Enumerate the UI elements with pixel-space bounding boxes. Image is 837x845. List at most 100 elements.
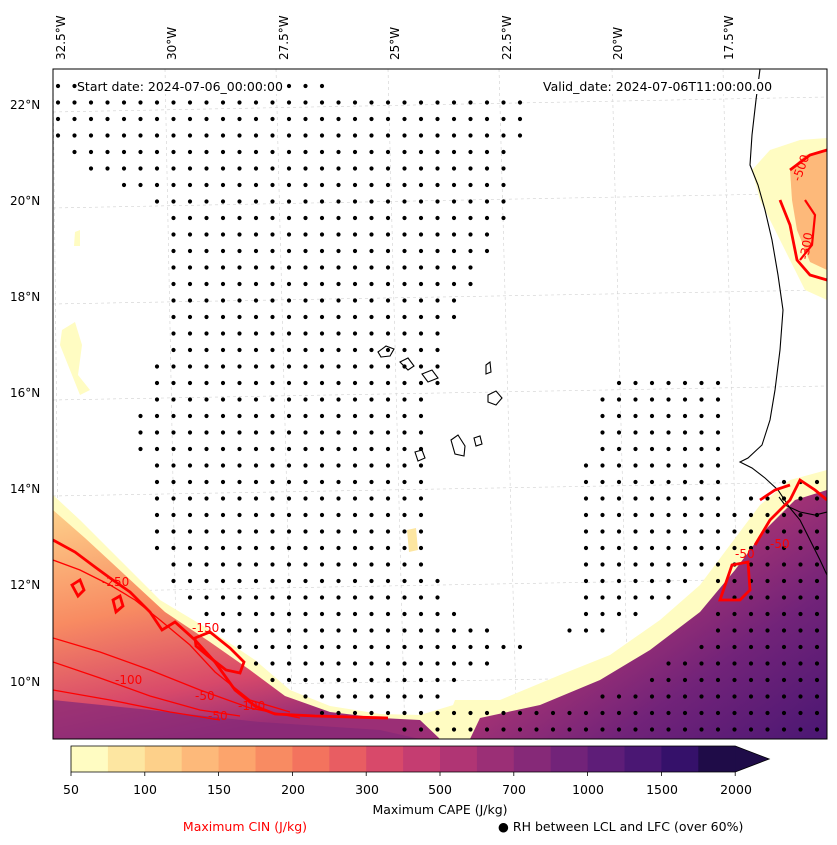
cin-label: -50 [735, 547, 755, 561]
rh-stipple-dot [451, 199, 457, 204]
rh-stipple-dot [154, 545, 160, 551]
rh-stipple-dot [402, 512, 407, 518]
rh-stipple-dot [253, 496, 259, 501]
rh-stipple-dot [435, 644, 440, 650]
rh-stipple-dot [204, 463, 209, 468]
rh-stipple-dot [435, 331, 440, 336]
map-frame [52, 68, 828, 740]
rh-stipple-dot [352, 512, 358, 518]
rh-stipple-dot [352, 133, 358, 138]
rh-stipple-dot [204, 331, 209, 336]
rh-stipple-dot [699, 677, 704, 683]
rh-stipple-dot [187, 496, 193, 501]
rh-stipple-dot [352, 446, 358, 452]
rh-stipple-dot [418, 298, 424, 303]
rh-stipple-dot [171, 182, 176, 188]
rh-stipple-dot [699, 512, 704, 518]
rh-stipple-dot [336, 133, 341, 138]
colorbar-segment [255, 746, 293, 772]
rh-stipple-dot [220, 562, 226, 567]
rh-stipple-dot [270, 199, 275, 204]
rh-stipple-dot [319, 100, 325, 105]
rh-stipple-dot [171, 199, 176, 204]
rh-stipple-dot [204, 430, 209, 435]
rh-stipple-dot [484, 100, 490, 105]
rh-stipple-dot [319, 199, 325, 204]
rh-stipple-dot [220, 100, 226, 105]
rh-stipple-dot [451, 166, 457, 171]
rh-stipple-dot [336, 413, 341, 419]
rh-stipple-dot [204, 364, 209, 369]
rh-stipple-dot [237, 562, 242, 567]
rh-stipple-dot [286, 446, 292, 452]
rh-stipple-dot [814, 562, 820, 567]
rh-stipple-dot [303, 512, 308, 518]
rh-stipple-dot [418, 232, 424, 237]
colorbar-segment [550, 746, 589, 772]
rh-stipple-dot [418, 611, 424, 617]
rh-stipple-dot [253, 347, 259, 353]
rh-stipple-dot [154, 529, 160, 534]
rh-stipple-dot [765, 611, 770, 617]
rh-stipple-dot [468, 182, 473, 188]
rh-stipple-dot [171, 265, 176, 270]
rh-stipple-dot [187, 545, 193, 551]
rh-stipple-dot [220, 512, 226, 518]
colorbar-tick-label: 200 [281, 782, 305, 797]
rh-stipple-dot [286, 331, 292, 336]
rh-stipple-dot [385, 397, 391, 402]
rh-stipple-layer [55, 83, 820, 732]
rh-stipple-dot [369, 116, 374, 122]
rh-stipple-dot [187, 133, 193, 138]
rh-stipple-dot [303, 232, 308, 237]
rh-stipple-dot [781, 578, 787, 584]
rh-stipple-dot [352, 529, 358, 534]
rh-stipple-dot [220, 215, 226, 221]
rh-stipple-dot [600, 545, 605, 551]
rh-stipple-dot [352, 232, 358, 237]
rh-stipple-dot [204, 248, 209, 254]
rh-stipple-dot [369, 314, 374, 320]
rh-stipple-dot [385, 149, 391, 155]
rh-stipple-dot [616, 578, 622, 584]
rh-stipple-dot [781, 694, 787, 699]
rh-stipple-dot [154, 364, 160, 369]
rh-stipple-dot [748, 661, 754, 666]
rh-stipple-dot [319, 479, 325, 485]
rh-stipple-dot [600, 727, 605, 732]
rh-stipple-dot [616, 446, 622, 452]
rh-stipple-dot [220, 413, 226, 419]
rh-stipple-dot [765, 545, 770, 551]
rh-stipple-dot [319, 512, 325, 518]
rh-stipple-dot [352, 182, 358, 188]
rh-stipple-dot [319, 644, 325, 650]
rh-stipple-dot [253, 232, 259, 237]
rh-stipple-dot [171, 364, 176, 369]
rh-stipple-dot [204, 512, 209, 518]
rh-stipple-dot [649, 413, 655, 419]
rh-stipple-dot [501, 644, 506, 650]
rh-stipple-dot [319, 430, 325, 435]
rh-stipple-dot [732, 611, 737, 617]
rh-stipple-dot [484, 133, 490, 138]
rh-stipple-dot [369, 529, 374, 534]
rh-stipple-dot [253, 479, 259, 485]
rh-stipple-dot [666, 661, 671, 666]
rh-stipple-dot [286, 149, 292, 155]
rh-stipple-dot [336, 364, 341, 369]
rh-stipple-dot [451, 710, 457, 716]
rh-stipple-dot [204, 133, 209, 138]
rh-stipple-dot [154, 446, 160, 452]
rh-stipple-dot [385, 694, 391, 699]
rh-stipple-dot [781, 628, 787, 633]
rh-stipple-dot [286, 611, 292, 617]
colorbar-segment [587, 746, 625, 772]
rh-stipple-dot [633, 446, 638, 452]
rh-stipple-dot [336, 232, 341, 237]
rh-stipple-dot [237, 446, 242, 452]
rh-stipple-dot [171, 215, 176, 221]
rh-stipple-dot [699, 479, 704, 485]
rh-stipple-dot [385, 595, 391, 600]
rh-stipple-dot [319, 578, 325, 584]
rh-stipple-dot [814, 710, 820, 716]
